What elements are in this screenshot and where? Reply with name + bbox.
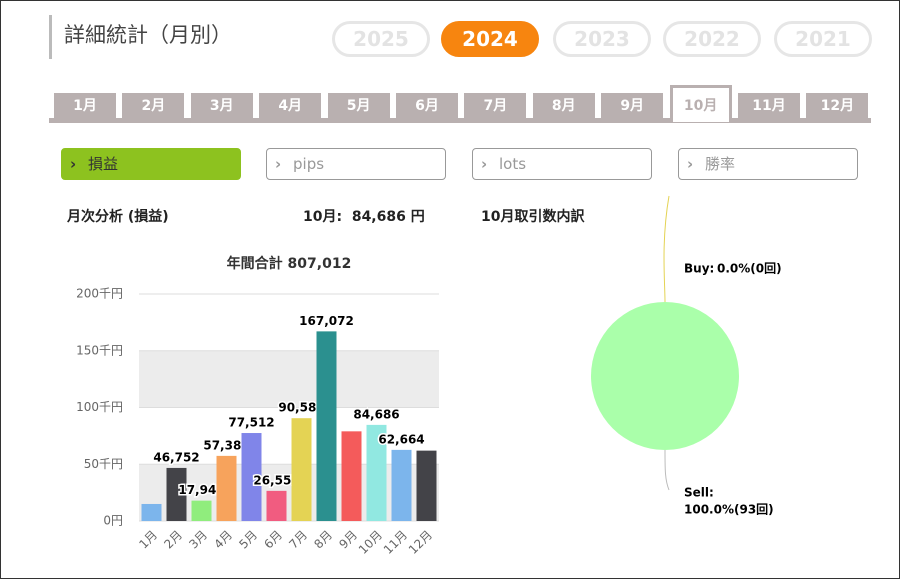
bar: [341, 431, 362, 521]
y-tick-label: 100千円: [76, 400, 123, 414]
x-tick-label: 2月: [161, 528, 185, 552]
y-tick-label: 150千円: [76, 343, 123, 357]
chevron-icon: ›: [481, 155, 488, 173]
year-tab[interactable]: 2023: [553, 21, 651, 57]
metric-label: 勝率: [705, 155, 736, 173]
pie-label: 100.0%(93回): [684, 503, 774, 517]
bar: [291, 418, 312, 521]
breakdown-title: 10月取引数内訳: [481, 209, 585, 225]
x-tick-label: 10月: [356, 528, 385, 557]
chevron-icon: ›: [275, 155, 282, 173]
metric-button[interactable]: › 勝率: [678, 148, 858, 180]
month-tab[interactable]: 6月: [396, 93, 458, 119]
y-tick-label: 50千円: [84, 457, 123, 471]
month-tab[interactable]: 10月: [669, 85, 732, 122]
data-label: 84,686: [353, 407, 399, 421]
pie-label: Buy:: [684, 262, 714, 276]
x-tick-label: 6月: [261, 528, 285, 552]
data-label: 62,664: [378, 432, 424, 446]
page-title: 詳細統計（月別）: [49, 15, 232, 59]
plot-band: [139, 350, 439, 408]
metric-button[interactable]: › lots: [472, 148, 652, 180]
month-tab[interactable]: 2月: [122, 93, 185, 119]
x-tick-label: 3月: [186, 528, 210, 552]
chevron-icon: ›: [70, 155, 77, 173]
chevron-icon: ›: [687, 155, 694, 173]
leader-line: [663, 195, 670, 303]
metric-label: 損益: [88, 155, 119, 173]
chart-title: 年間合計 807,012: [227, 255, 352, 272]
bar: [141, 503, 162, 521]
data-label: 46,752: [153, 450, 199, 464]
year-tab[interactable]: 2022: [663, 21, 761, 57]
month-tab[interactable]: 7月: [464, 93, 527, 119]
data-label: 77,512: [228, 416, 274, 430]
metric-button[interactable]: › 損益: [61, 148, 241, 180]
x-tick-label: 11月: [381, 528, 410, 557]
bar: [166, 467, 187, 521]
pie-label: 0.0%(0回): [717, 262, 782, 276]
x-tick-label: 7月: [286, 528, 310, 552]
year-tab[interactable]: 2021: [774, 21, 872, 57]
month-total: 10月: 84,686 円: [303, 209, 425, 225]
y-tick-label: 200千円: [76, 287, 123, 301]
metric-label: lots: [499, 155, 527, 173]
bar: [266, 490, 287, 521]
bar: [366, 424, 387, 521]
pie-label: Sell:: [684, 486, 714, 500]
month-tab[interactable]: 9月: [601, 93, 664, 119]
bar: [316, 331, 337, 521]
month-tab[interactable]: 3月: [190, 93, 253, 119]
x-tick-label: 8月: [311, 528, 335, 552]
metric-label: pips: [293, 155, 325, 173]
bar: [241, 433, 262, 521]
bar: [416, 450, 437, 521]
leader-line: [664, 449, 670, 491]
month-tab[interactable]: 4月: [259, 93, 322, 119]
month-tab[interactable]: 1月: [54, 93, 116, 119]
month-tab[interactable]: 12月: [806, 93, 869, 119]
month-tab[interactable]: 11月: [738, 93, 800, 119]
bar: [191, 500, 212, 521]
pie-slice: [591, 302, 739, 450]
tab-strip: [49, 118, 871, 123]
year-tab[interactable]: 2025: [332, 21, 430, 57]
month-tab[interactable]: 8月: [532, 93, 595, 119]
y-tick-label: 0円: [103, 514, 123, 528]
analysis-label: 月次分析 (損益): [67, 209, 169, 225]
data-label: 17,941: [178, 483, 224, 497]
x-tick-label: 5月: [236, 528, 260, 552]
month-tab[interactable]: 5月: [327, 93, 390, 119]
bar: [216, 455, 237, 521]
x-tick-label: 12月: [406, 528, 435, 557]
data-label: 90,586: [278, 401, 324, 415]
metric-button[interactable]: › pips: [266, 148, 446, 180]
data-label: 26,557: [253, 473, 299, 487]
x-tick-label: 4月: [211, 528, 235, 552]
data-label: 57,381: [203, 438, 249, 452]
x-tick-label: 1月: [136, 528, 160, 552]
bar: [391, 449, 412, 521]
data-label: 167,072: [299, 314, 354, 328]
plot-band: [139, 464, 439, 521]
year-tab[interactable]: 2024: [441, 21, 539, 57]
